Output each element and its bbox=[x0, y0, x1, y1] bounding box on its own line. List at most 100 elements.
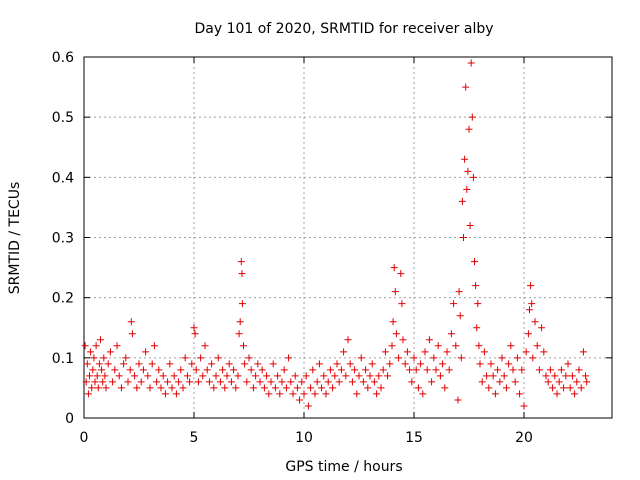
x-tick-label: 0 bbox=[80, 430, 89, 446]
data-point bbox=[153, 378, 161, 386]
data-point bbox=[331, 372, 339, 380]
data-point bbox=[384, 372, 392, 380]
y-tick-label: 0.3 bbox=[52, 231, 74, 247]
data-point bbox=[450, 300, 458, 308]
data-point bbox=[109, 378, 117, 386]
data-point bbox=[502, 384, 510, 392]
data-point bbox=[458, 197, 466, 205]
y-tick-label: 0 bbox=[65, 411, 74, 427]
y-tick-label: 0.6 bbox=[52, 50, 74, 66]
data-point bbox=[375, 372, 383, 380]
axis-ticks: 0 0.1 0.2 0.3 0.4 0.5 0.6 0 5 10 15 20 bbox=[52, 50, 612, 446]
data-point bbox=[573, 378, 581, 386]
data-point bbox=[238, 270, 246, 278]
data-point bbox=[133, 384, 141, 392]
data-point bbox=[263, 372, 271, 380]
data-point bbox=[97, 336, 104, 344]
data-point bbox=[269, 360, 277, 368]
data-point bbox=[507, 342, 515, 350]
data-point bbox=[155, 366, 163, 374]
data-point bbox=[150, 342, 158, 350]
data-point bbox=[344, 336, 352, 344]
data-point bbox=[355, 372, 363, 380]
data-point bbox=[203, 366, 211, 374]
data-point bbox=[340, 348, 348, 356]
data-point bbox=[406, 366, 414, 374]
data-point bbox=[300, 390, 308, 398]
data-point bbox=[353, 390, 361, 398]
data-point bbox=[274, 372, 282, 380]
data-point bbox=[457, 354, 465, 362]
data-point bbox=[368, 360, 376, 368]
data-point bbox=[398, 300, 406, 308]
data-point bbox=[235, 330, 243, 338]
data-point bbox=[571, 390, 579, 398]
data-point bbox=[489, 372, 497, 380]
data-point bbox=[469, 173, 477, 181]
data-point bbox=[205, 378, 213, 386]
data-point bbox=[298, 378, 306, 386]
data-point bbox=[452, 342, 460, 350]
data-point bbox=[168, 384, 176, 392]
data-point bbox=[237, 258, 245, 266]
data-point bbox=[164, 378, 172, 386]
data-point bbox=[98, 366, 106, 374]
data-point bbox=[428, 378, 436, 386]
data-point bbox=[192, 366, 200, 374]
data-point bbox=[370, 378, 378, 386]
data-point bbox=[326, 366, 334, 374]
data-point bbox=[111, 366, 119, 374]
data-point bbox=[386, 360, 394, 368]
data-point bbox=[183, 372, 191, 380]
data-point bbox=[88, 384, 96, 392]
data-point bbox=[120, 360, 128, 368]
data-point bbox=[82, 378, 90, 386]
data-point bbox=[83, 360, 91, 368]
data-point bbox=[190, 324, 198, 332]
data-point bbox=[172, 390, 180, 398]
data-point bbox=[225, 360, 233, 368]
data-point bbox=[516, 390, 524, 398]
data-point bbox=[381, 348, 389, 356]
data-point bbox=[557, 366, 565, 374]
data-point bbox=[535, 366, 543, 374]
data-point bbox=[460, 234, 467, 241]
data-point bbox=[179, 384, 187, 392]
data-point bbox=[232, 384, 240, 392]
data-point bbox=[423, 366, 431, 374]
x-tick-label: 20 bbox=[515, 430, 533, 446]
data-point bbox=[553, 390, 561, 398]
data-point bbox=[122, 354, 130, 362]
data-point bbox=[392, 330, 400, 338]
data-point bbox=[137, 378, 145, 386]
data-point bbox=[546, 366, 554, 374]
data-point bbox=[500, 372, 508, 380]
data-point bbox=[194, 378, 202, 386]
data-point bbox=[575, 366, 583, 374]
data-point bbox=[373, 390, 381, 398]
data-point bbox=[240, 342, 247, 350]
data-point bbox=[104, 360, 112, 368]
data-point bbox=[346, 360, 354, 368]
data-point bbox=[526, 306, 533, 314]
data-point bbox=[366, 372, 374, 380]
data-point bbox=[509, 366, 517, 374]
data-point bbox=[199, 372, 207, 380]
data-point bbox=[234, 372, 242, 380]
data-point bbox=[282, 384, 290, 392]
data-point bbox=[89, 366, 97, 374]
data-point bbox=[245, 354, 253, 362]
data-point bbox=[388, 342, 396, 350]
chart-title: Day 101 of 2020, SRMTID for receiver alb… bbox=[194, 21, 493, 37]
data-point bbox=[445, 366, 453, 374]
data-point bbox=[463, 185, 471, 193]
data-point bbox=[472, 282, 480, 290]
data-point bbox=[221, 384, 229, 392]
data-point bbox=[144, 372, 152, 380]
data-point bbox=[560, 384, 568, 392]
data-point bbox=[296, 396, 304, 404]
data-point bbox=[258, 366, 266, 374]
data-point bbox=[148, 360, 156, 368]
data-point bbox=[549, 384, 557, 392]
